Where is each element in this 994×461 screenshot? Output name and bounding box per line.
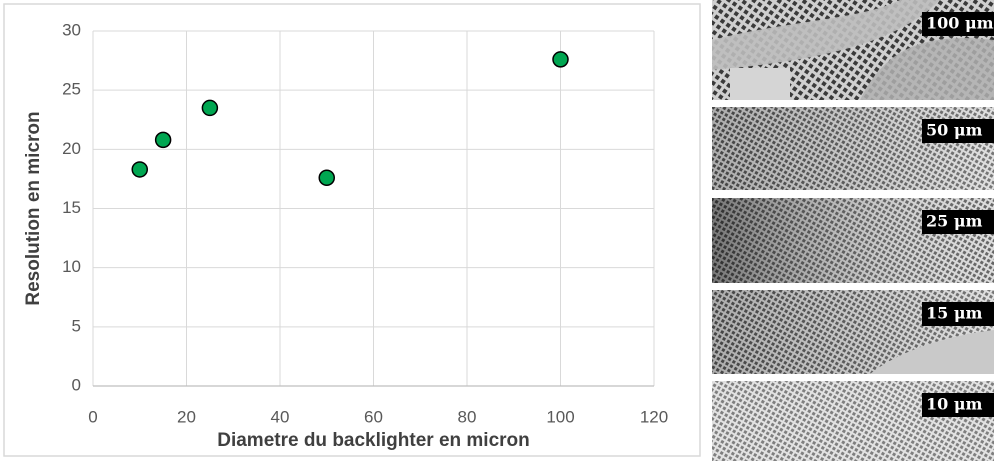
point [318, 169, 335, 186]
label-background [922, 302, 994, 326]
y-tick-label: 5 [72, 316, 81, 335]
x-axis-title: Diametre du backlighter en micron [217, 430, 530, 451]
image-panels: 100 μm 50 μm 25 μm 15 μm 10 μm [712, 0, 994, 461]
x-tick-label: 80 [458, 407, 477, 426]
panel-label: 100 μm [926, 14, 994, 33]
panel-label: 15 μm [926, 304, 983, 323]
panel-100 [712, 0, 994, 100]
point [131, 161, 148, 178]
x-tick-label: 120 [640, 407, 668, 426]
point [201, 99, 219, 117]
y-axis-title: Resolution en micron [23, 111, 44, 305]
panel-label: 10 μm [926, 395, 983, 414]
y-tick-label: 30 [62, 20, 81, 39]
x-tick-label: 100 [546, 407, 574, 426]
label-background [922, 119, 994, 143]
y-tick-label: 0 [72, 375, 81, 394]
chart-frame [3, 3, 701, 457]
point [552, 51, 569, 68]
y-tick-label: 10 [62, 257, 81, 276]
label-background [922, 12, 994, 36]
panel-label: 50 μm [926, 121, 983, 140]
point [154, 131, 172, 149]
label-background [922, 210, 994, 234]
x-tick-label: 60 [364, 407, 383, 426]
x-tick-label: 0 [88, 407, 97, 426]
plot-area: 0 5 10 15 20 25 30 0 20 40 60 80 100 120 Diametre du b… [23, 20, 668, 451]
y-tick-label: 20 [62, 139, 81, 158]
y-tick-label: 15 [62, 198, 81, 217]
x-tick-label: 40 [271, 407, 290, 426]
y-tick-label: 25 [62, 80, 81, 99]
label-background [922, 393, 994, 417]
x-tick-label: 20 [177, 407, 196, 426]
panel-label: 25 μm [926, 212, 983, 231]
